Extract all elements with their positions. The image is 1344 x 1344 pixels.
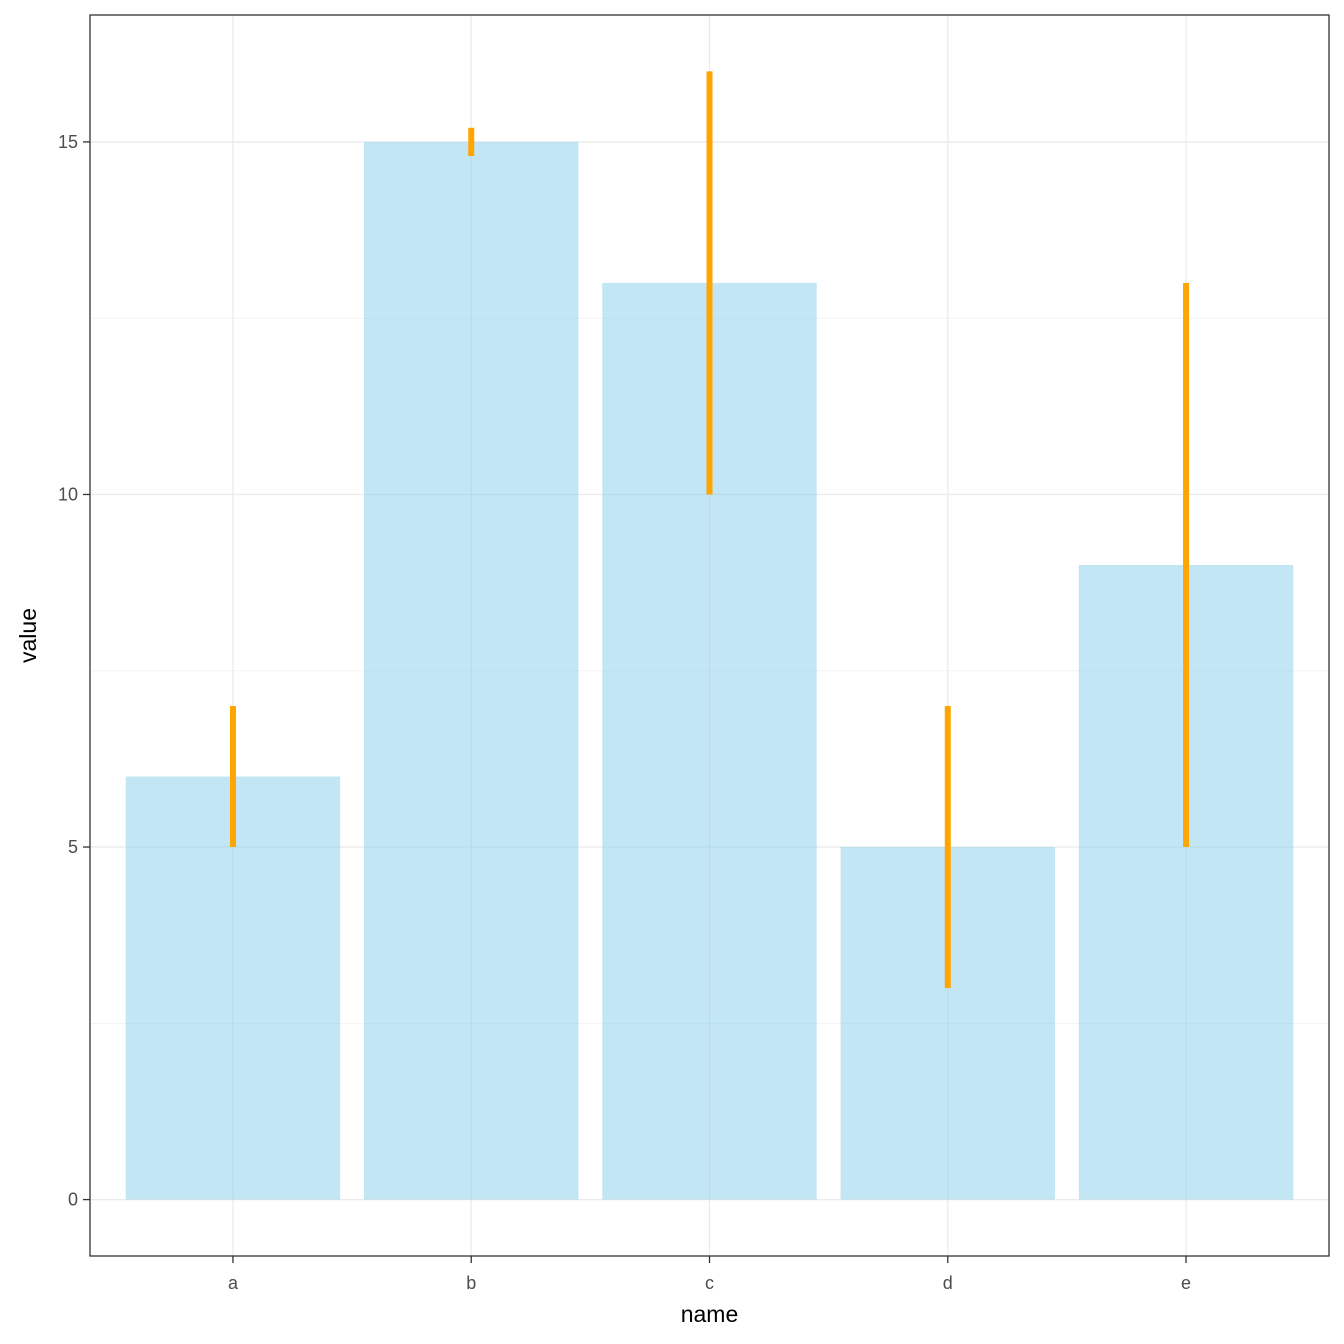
x-tick-label: c <box>705 1273 714 1293</box>
y-tick-label: 10 <box>58 484 78 504</box>
error-bars <box>229 71 1190 989</box>
y-tick-label: 0 <box>68 1190 78 1210</box>
x-axis-title: name <box>681 1301 739 1327</box>
x-tick-label: a <box>228 1273 239 1293</box>
y-tick-label: 5 <box>68 837 78 857</box>
y-axis-title: value <box>15 608 41 663</box>
x-axis: a b c d e <box>228 1256 1191 1293</box>
x-tick-label: d <box>943 1273 953 1293</box>
bars <box>125 141 1294 1200</box>
y-tick-label: 15 <box>58 132 78 152</box>
x-tick-label: b <box>466 1273 476 1293</box>
x-tick-label: e <box>1181 1273 1191 1293</box>
y-axis: 0 5 10 15 <box>58 132 90 1210</box>
bar-b <box>364 141 579 1200</box>
